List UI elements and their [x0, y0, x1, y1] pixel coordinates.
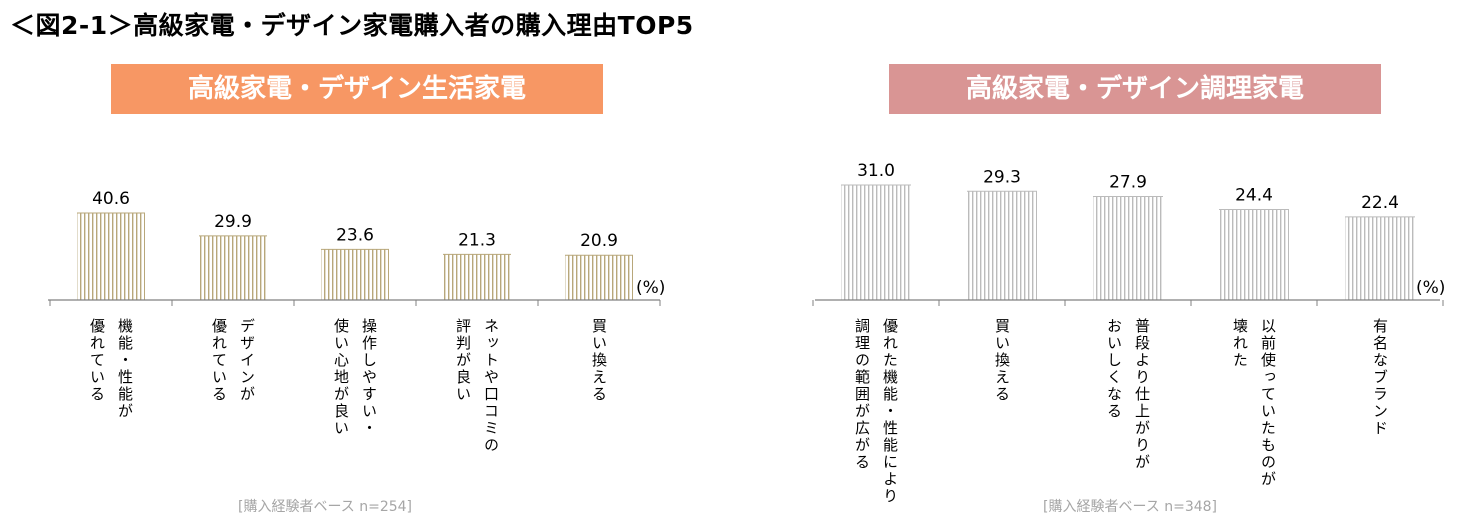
category-label-left-2-line-1: デザインが	[238, 318, 256, 403]
category-label-right-4-line-1: 以前使っていたものが	[1259, 318, 1277, 488]
chart-title-left: 高級家電・デザイン生活家電	[111, 64, 603, 114]
data-label-right-5: 22.4	[1361, 193, 1399, 213]
data-label-left-4: 21.3	[458, 230, 496, 250]
bar-right-4	[1219, 209, 1289, 300]
unit-label-left: (%)	[636, 278, 665, 298]
bar-right-2	[967, 191, 1037, 300]
data-label-right-4: 24.4	[1235, 185, 1273, 205]
category-label-right-1-line-1: 優れた機能・性能により	[881, 318, 899, 505]
category-label-right-5-line-1: 有名なブランド	[1371, 318, 1389, 437]
data-label-right-3: 27.9	[1109, 173, 1147, 193]
category-label-right-4-line-2: 壊れた	[1231, 318, 1249, 369]
page-title: ＜図2-1＞高級家電・デザイン家電購入者の購入理由TOP5	[10, 11, 694, 40]
base-note-left: [購入経験者ベース n=254]	[238, 499, 412, 515]
bar-left-3	[321, 249, 389, 300]
category-label-left-4-line-2: 評判が良い	[454, 318, 472, 403]
bar-left-4	[443, 254, 511, 300]
chart-left: 40.6機能・性能が優れている29.9デザインが優れている23.6操作しやすい・…	[48, 189, 665, 454]
category-label-left-5-line-1: 買い換える	[590, 318, 608, 403]
data-label-right-1: 31.0	[857, 161, 895, 181]
bar-left-5	[565, 255, 633, 300]
bar-right-3	[1093, 196, 1163, 300]
category-label-right-3-line-1: 普段より仕上がりが	[1133, 318, 1151, 471]
data-label-left-2: 29.9	[214, 212, 252, 232]
data-label-left-1: 40.6	[92, 189, 130, 209]
bar-left-2	[199, 235, 267, 300]
category-label-right-2-line-1: 買い換える	[993, 318, 1011, 403]
chart-title-right: 高級家電・デザイン調理家電	[889, 64, 1381, 114]
base-note-right: [購入経験者ベース n=348]	[1043, 499, 1217, 515]
unit-label-right: (%)	[1416, 278, 1445, 298]
category-label-left-1-line-2: 優れている	[88, 318, 106, 403]
category-label-left-2-line-2: 優れている	[210, 318, 228, 403]
data-label-right-2: 29.3	[983, 167, 1021, 187]
category-label-left-1-line-1: 機能・性能が	[116, 318, 134, 420]
data-label-left-3: 23.6	[336, 225, 374, 245]
bar-right-5	[1345, 216, 1415, 300]
category-label-right-1-line-2: 調理の範囲が広がる	[853, 318, 871, 471]
category-label-left-3-line-1: 操作しやすい・	[360, 318, 378, 437]
category-label-left-3-line-2: 使い心地が良い	[332, 318, 350, 437]
category-label-right-3-line-2: おいしくなる	[1105, 318, 1123, 420]
bar-right-1	[841, 185, 911, 300]
data-label-left-5: 20.9	[580, 231, 618, 251]
bar-left-1	[77, 213, 145, 300]
category-label-left-4-line-1: ネットや口コミの	[482, 318, 500, 454]
